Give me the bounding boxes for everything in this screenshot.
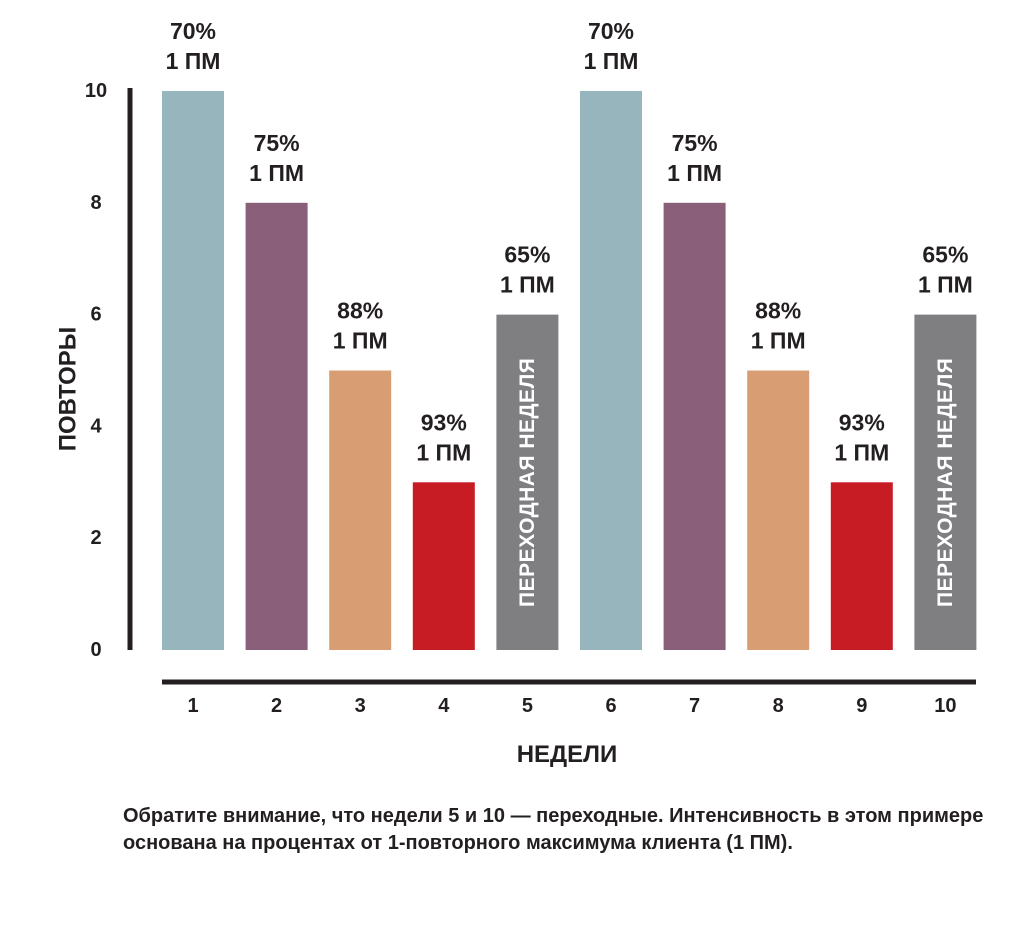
bar-1rm-label: 1 ПМ: [667, 160, 722, 186]
bars: 70% 1 ПМ 75% 1 ПМ 88% 1 ПМ 93% 1 ПМ 65% 1 ПМ ПЕРЕХ…: [162, 18, 977, 651]
bar-percent-label: 75%: [254, 130, 300, 156]
x-tick-label: 5: [522, 695, 533, 717]
bar-week-3: [329, 370, 392, 650]
bar-percent-label: 70%: [588, 18, 634, 44]
bar-1rm-label: 1 ПМ: [834, 439, 889, 465]
bar-1rm-label: 1 ПМ: [333, 328, 388, 354]
bar-percent-label: 88%: [755, 298, 801, 324]
y-tick-label: 6: [90, 304, 101, 326]
x-axis-title: НЕДЕЛИ: [517, 741, 618, 768]
bar-chart: 0 2 4 6 8 10 70% 1 ПМ 75% 1 ПМ 88% 1 ПМ 93% 1 ПМ 65% 1…: [55, 18, 977, 768]
bar-1rm-label: 1 ПМ: [918, 272, 973, 298]
x-tick-label: 9: [856, 695, 867, 717]
bar-percent-label: 65%: [922, 242, 968, 268]
y-axis-title: ПОВТОРЫ: [55, 327, 82, 452]
bar-percent-label: 65%: [504, 242, 550, 268]
bar-week-1: [162, 91, 224, 650]
bar-week-8: [747, 370, 810, 650]
y-tick-labels: 0 2 4 6 8 10: [85, 80, 107, 661]
bar-week-2: [245, 202, 308, 651]
bar-week-10: [914, 314, 977, 650]
x-tick-label: 2: [271, 695, 282, 717]
bar-week-9: [830, 482, 893, 650]
x-tick-label: 1: [187, 695, 198, 717]
bar-week-5: [496, 314, 559, 650]
bar-percent-label: 93%: [421, 409, 467, 435]
bar-1rm-label: 1 ПМ: [500, 272, 555, 298]
bar-percent-label: 75%: [672, 130, 718, 156]
footnote: Обратите внимание, что недели 5 и 10 — п…: [123, 805, 984, 854]
bar-1rm-label: 1 ПМ: [416, 439, 471, 465]
y-tick-label: 10: [85, 80, 107, 102]
x-tick-label: 8: [773, 695, 784, 717]
transition-week-label: ПЕРЕХОДНАЯ НЕДЕЛЯ: [934, 358, 957, 607]
x-tick-label: 4: [438, 695, 450, 717]
y-tick-label: 0: [90, 639, 101, 661]
transition-week-label: ПЕРЕХОДНАЯ НЕДЕЛЯ: [516, 358, 539, 607]
bar-percent-label: 93%: [839, 409, 885, 435]
y-tick-label: 8: [90, 192, 101, 214]
x-tick-labels: 1 2 3 4 5 6 7 8 9 10: [187, 695, 956, 717]
bar-1rm-label: 1 ПМ: [751, 328, 806, 354]
x-tick-label: 10: [934, 695, 956, 717]
bar-1rm-label: 1 ПМ: [584, 48, 639, 74]
bar-1rm-label: 1 ПМ: [166, 48, 221, 74]
x-tick-label: 7: [689, 695, 700, 717]
x-tick-label: 6: [605, 695, 616, 717]
y-tick-label: 2: [90, 527, 101, 549]
bar-percent-label: 88%: [337, 298, 383, 324]
bar-week-4: [412, 482, 475, 650]
bar-week-7: [663, 202, 726, 651]
bar-1rm-label: 1 ПМ: [249, 160, 304, 186]
bar-week-6: [580, 91, 642, 650]
x-tick-label: 3: [355, 695, 366, 717]
y-tick-label: 4: [90, 415, 102, 437]
bar-percent-label: 70%: [170, 18, 216, 44]
